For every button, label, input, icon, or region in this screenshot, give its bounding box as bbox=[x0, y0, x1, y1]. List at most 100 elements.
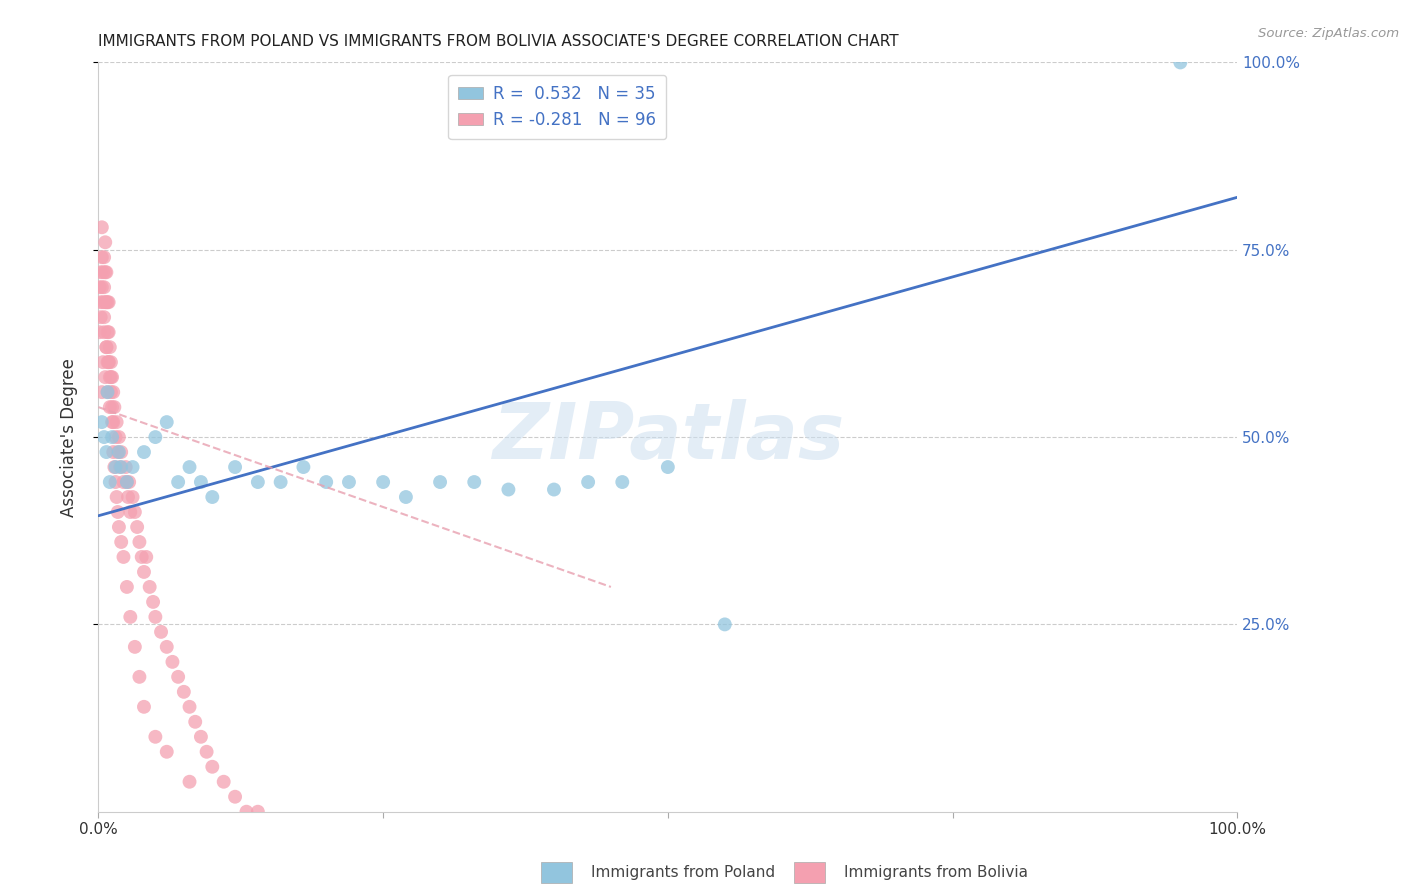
Point bbox=[98, 475, 121, 489]
Point bbox=[162, 655, 184, 669]
Point bbox=[96, 295, 118, 310]
Point bbox=[179, 699, 201, 714]
Point bbox=[91, 265, 114, 279]
Point bbox=[93, 430, 115, 444]
Point bbox=[128, 535, 150, 549]
Point bbox=[94, 295, 117, 310]
Point bbox=[96, 295, 118, 310]
Point bbox=[543, 483, 565, 497]
Point bbox=[90, 385, 112, 400]
Point bbox=[100, 355, 122, 369]
Point bbox=[1170, 55, 1192, 70]
Point bbox=[120, 505, 142, 519]
Point bbox=[201, 490, 224, 504]
Point bbox=[93, 250, 115, 264]
Text: Immigrants from Poland: Immigrants from Poland bbox=[591, 865, 775, 880]
Point bbox=[112, 549, 135, 564]
Point bbox=[145, 610, 167, 624]
Point bbox=[270, 475, 292, 489]
Point bbox=[90, 220, 112, 235]
Point bbox=[124, 505, 146, 519]
Point bbox=[89, 280, 111, 294]
Point bbox=[96, 385, 118, 400]
Point bbox=[127, 520, 149, 534]
Point bbox=[93, 310, 115, 325]
Point bbox=[103, 415, 125, 429]
Point bbox=[107, 505, 129, 519]
Point bbox=[91, 295, 114, 310]
Point bbox=[90, 295, 112, 310]
Point bbox=[498, 483, 520, 497]
Point bbox=[103, 460, 125, 475]
Point bbox=[132, 565, 155, 579]
Point bbox=[90, 265, 112, 279]
Point bbox=[96, 340, 118, 354]
Point bbox=[121, 460, 143, 475]
Point bbox=[142, 595, 165, 609]
Point bbox=[120, 610, 142, 624]
Point bbox=[96, 325, 118, 339]
Point bbox=[108, 445, 131, 459]
Point bbox=[337, 475, 360, 489]
Point bbox=[124, 640, 146, 654]
Point bbox=[93, 280, 115, 294]
Point bbox=[96, 340, 118, 354]
Point bbox=[118, 475, 141, 489]
Point bbox=[101, 430, 124, 444]
Point bbox=[190, 475, 212, 489]
Point bbox=[195, 745, 218, 759]
Point bbox=[132, 699, 155, 714]
Point bbox=[138, 580, 160, 594]
Point bbox=[105, 490, 128, 504]
Point bbox=[463, 475, 485, 489]
Point bbox=[98, 340, 121, 354]
Point bbox=[96, 385, 118, 400]
Point bbox=[103, 400, 125, 414]
Point bbox=[395, 490, 418, 504]
Point bbox=[105, 415, 128, 429]
Point bbox=[94, 370, 117, 384]
Point bbox=[96, 355, 118, 369]
Point bbox=[90, 250, 112, 264]
Point bbox=[94, 265, 117, 279]
Point bbox=[212, 774, 235, 789]
Point bbox=[128, 670, 150, 684]
Point bbox=[156, 640, 179, 654]
Point bbox=[117, 490, 139, 504]
Point bbox=[98, 370, 121, 384]
Point bbox=[104, 460, 127, 475]
Point bbox=[115, 475, 138, 489]
Point bbox=[114, 460, 136, 475]
Point bbox=[89, 325, 111, 339]
Point bbox=[94, 235, 117, 250]
Point bbox=[145, 730, 167, 744]
Point bbox=[246, 475, 269, 489]
Point bbox=[90, 280, 112, 294]
Point bbox=[101, 415, 124, 429]
Point bbox=[371, 475, 394, 489]
Point bbox=[246, 805, 269, 819]
Point bbox=[179, 460, 201, 475]
Point bbox=[110, 535, 132, 549]
Text: ZIPatlas: ZIPatlas bbox=[492, 399, 844, 475]
Point bbox=[714, 617, 737, 632]
Point bbox=[108, 520, 131, 534]
Point bbox=[131, 549, 153, 564]
Point bbox=[156, 745, 179, 759]
Point bbox=[132, 445, 155, 459]
Point bbox=[108, 430, 131, 444]
Point bbox=[97, 325, 120, 339]
Point bbox=[145, 430, 167, 444]
Point bbox=[224, 789, 246, 804]
Point bbox=[110, 460, 132, 475]
Point bbox=[97, 295, 120, 310]
Text: Immigrants from Bolivia: Immigrants from Bolivia bbox=[844, 865, 1028, 880]
Point bbox=[190, 730, 212, 744]
Point bbox=[96, 445, 118, 459]
Point bbox=[103, 445, 125, 459]
Point bbox=[292, 460, 315, 475]
Point bbox=[90, 310, 112, 325]
Point bbox=[96, 265, 118, 279]
Point bbox=[167, 475, 190, 489]
Y-axis label: Associate's Degree: Associate's Degree bbox=[59, 358, 77, 516]
